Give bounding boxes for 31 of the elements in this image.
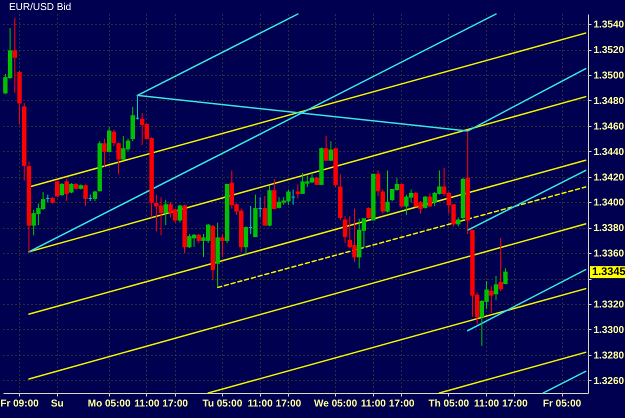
y-tick-label: 1.3460 [594,121,625,132]
x-tick-label: 17:00 [388,398,415,410]
x-tick-label: Mo 05:00 [88,398,131,410]
x-tick-label: Tu 05:00 [202,398,243,410]
y-tick-label: 1.3520 [594,45,625,56]
y-tick-label: 1.3420 [594,172,625,184]
x-tick-label: 11:00 [474,398,500,410]
x-tick-label: Th 05:00 [428,398,470,410]
y-tick-label: 1.3300 [594,324,625,336]
y-tick-label: 1.3540 [594,20,625,31]
y-tick-label: 1.3480 [594,96,625,107]
y-tick-label: 1.3380 [594,223,625,234]
x-tick-label: 17:00 [502,398,528,410]
x-tick-label: Su [50,398,64,410]
y-tick-label: 1.3500 [594,70,625,82]
x-tick-label: Fr 09:00 [0,398,40,410]
x-tick-label: We 05:00 [314,398,358,410]
y-tick-label: 1.3260 [594,376,625,387]
y-tick-label: 1.3360 [594,248,625,260]
y-tick-label: 1.3400 [594,198,625,209]
x-tick-label: 11:00 [248,398,274,410]
x-tick-label: 11:00 [134,398,160,410]
chart-title: EUR/USD Bid [9,2,72,13]
x-tick-label: Fr 05:00 [542,398,582,410]
x-tick-label: 17:00 [162,398,188,410]
x-tick-label: 17:00 [276,398,302,410]
y-tick-label: 1.3280 [594,350,625,362]
y-tick-label: 1.3320 [594,299,625,310]
y-tick-label: 1.3440 [594,146,625,158]
x-tick-label: 11:00 [360,398,386,410]
text: 1.3345 [592,266,625,278]
